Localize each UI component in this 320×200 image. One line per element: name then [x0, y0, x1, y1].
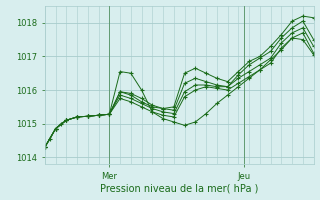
- X-axis label: Pression niveau de la mer( hPa ): Pression niveau de la mer( hPa ): [100, 183, 258, 193]
